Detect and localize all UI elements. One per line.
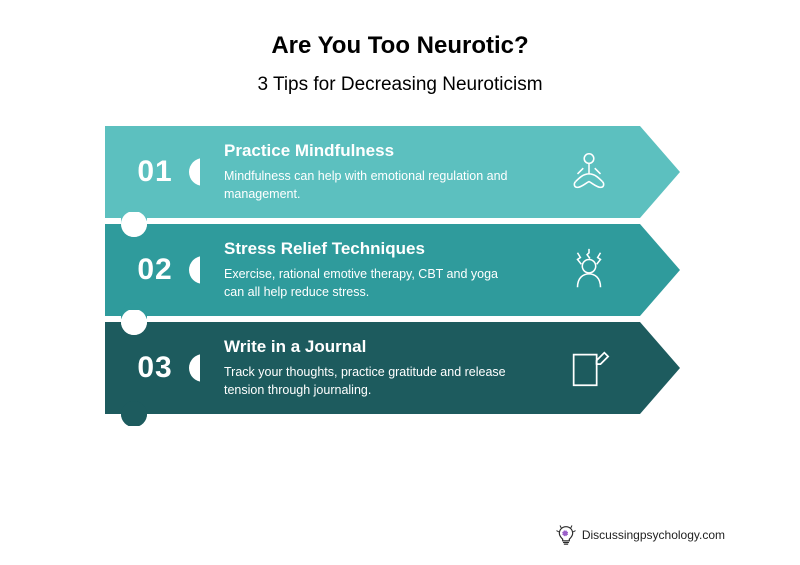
tip-row: 01 Practice Mindfulness Mindfulness can … <box>105 126 685 218</box>
tip-heading: Write in a Journal <box>224 337 620 357</box>
page-subtitle: 3 Tips for Decreasing Neuroticism <box>0 74 800 96</box>
attribution-text: Discussingpsychology.com <box>582 528 725 542</box>
tip-description: Track your thoughts, practice gratitude … <box>224 363 514 399</box>
tip-description: Mindfulness can help with emotional regu… <box>224 167 514 203</box>
tip-number: 02 <box>137 253 172 287</box>
lightbulb-brain-icon <box>556 525 576 545</box>
tip-body: Stress Relief Techniques Exercise, ratio… <box>200 224 640 316</box>
tips-container: 01 Practice Mindfulness Mindfulness can … <box>105 126 685 414</box>
puzzle-piece: 02 <box>105 224 205 316</box>
arrow-head-icon <box>640 224 680 316</box>
page-title: Are You Too Neurotic? <box>0 32 800 60</box>
puzzle-piece: 01 <box>105 126 205 218</box>
arrow-head-icon <box>640 126 680 218</box>
tip-heading: Practice Mindfulness <box>224 141 620 161</box>
stress-icon <box>566 247 612 293</box>
tip-number: 03 <box>137 351 172 385</box>
arrow-head-icon <box>640 322 680 414</box>
tip-body: Practice Mindfulness Mindfulness can hel… <box>200 126 640 218</box>
puzzle-piece: 03 <box>105 322 205 414</box>
tip-number: 01 <box>137 155 172 189</box>
meditation-icon <box>566 149 612 195</box>
attribution: Discussingpsychology.com <box>556 525 725 545</box>
journal-icon <box>566 345 612 391</box>
tip-row: 02 Stress Relief Techniques Exercise, ra… <box>105 224 685 316</box>
tip-body: Write in a Journal Track your thoughts, … <box>200 322 640 414</box>
tip-heading: Stress Relief Techniques <box>224 239 620 259</box>
tip-description: Exercise, rational emotive therapy, CBT … <box>224 265 514 301</box>
tip-row: 03 Write in a Journal Track your thought… <box>105 322 685 414</box>
